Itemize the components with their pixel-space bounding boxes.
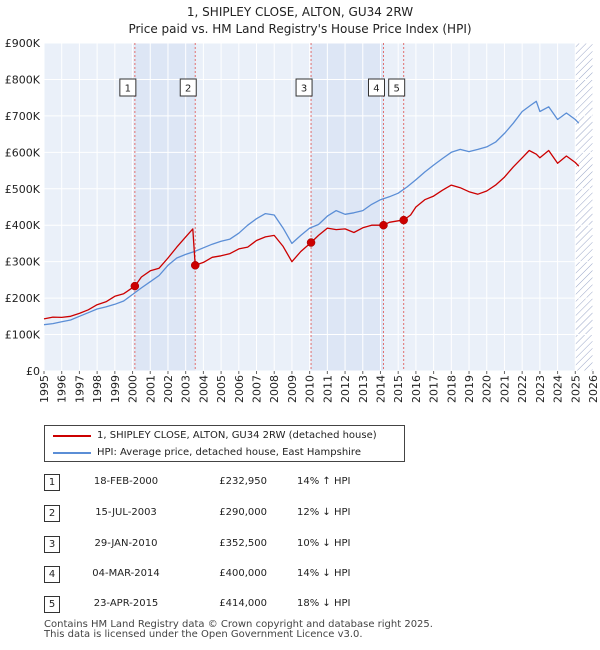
x-tick-label: 2018: [445, 375, 458, 403]
sale-label-text: 4: [373, 84, 379, 95]
x-tick-label: 2026: [587, 375, 600, 403]
table-row: 1 18-FEB-2000 £232,950 14% ↑ HPI: [42, 472, 442, 492]
x-tick-label: 2007: [251, 375, 264, 403]
x-tick-label: 2012: [339, 375, 352, 403]
legend-label-property: 1, SHIPLEY CLOSE, ALTON, GU34 2RW (detac…: [97, 430, 377, 441]
footer-licence: This data is licensed under the Open Gov…: [44, 629, 363, 640]
x-tick-label: 2008: [268, 375, 281, 403]
table-row: 5 23-APR-2015 £414,000 18% ↓ HPI: [42, 594, 442, 614]
sale-date: 29-JAN-2010: [94, 538, 158, 549]
sale-hpi-diff: 14% ↓ HPI: [297, 568, 351, 579]
sale-label-box: [119, 78, 137, 97]
table-row: 4 04-MAR-2014 £400,000 14% ↓ HPI: [42, 564, 442, 584]
y-tick-label: £200K: [5, 292, 41, 305]
sale-number-badge: 4: [44, 566, 60, 583]
sale-label-text: 2: [185, 84, 191, 95]
x-tick-label: 2016: [410, 375, 423, 403]
sale-label-box: [388, 78, 406, 97]
y-tick-label: £0: [26, 365, 40, 378]
sale-hpi-diff: 12% ↓ HPI: [297, 507, 351, 518]
footer-copyright: Contains HM Land Registry data © Crown c…: [44, 619, 433, 630]
table-row: 3 29-JAN-2010 £352,500 10% ↓ HPI: [42, 534, 442, 554]
sale-hpi-diff: 18% ↓ HPI: [297, 598, 351, 609]
sale-number-badge: 2: [44, 505, 60, 522]
legend-swatch-hpi: [53, 452, 91, 454]
footer-attribution: Contains HM Land Registry data © Crown c…: [44, 620, 433, 640]
y-tick-label: £400K: [5, 219, 41, 232]
sale-point: [190, 261, 200, 270]
x-tick-label: 2015: [392, 375, 405, 403]
sale-label-box: [179, 78, 197, 97]
x-tick-label: 2006: [233, 375, 246, 403]
ownership-band: [134, 43, 196, 371]
sale-label-box: [295, 78, 313, 97]
sale-price: £352,500: [219, 538, 267, 549]
chart-legend: 1, SHIPLEY CLOSE, ALTON, GU34 2RW (detac…: [44, 425, 405, 462]
sale-date: 15-JUL-2003: [95, 507, 157, 518]
sale-hpi-diff: 10% ↓ HPI: [297, 538, 351, 549]
sale-number-badge: 3: [44, 536, 60, 553]
x-tick-label: 2019: [463, 375, 476, 403]
x-tick-label: 2002: [162, 375, 175, 403]
legend-label-hpi: HPI: Average price, detached house, East…: [97, 447, 361, 458]
y-tick-label: £900K: [5, 37, 41, 50]
sale-label-text: 5: [393, 84, 399, 95]
x-tick-label: 2003: [180, 375, 193, 403]
sale-price: £290,000: [219, 507, 267, 518]
sale-point: [130, 281, 140, 291]
sale-point: [306, 238, 316, 247]
y-tick-label: £500K: [5, 183, 41, 196]
x-tick-label: 2023: [534, 375, 547, 403]
x-tick-label: 1998: [91, 375, 104, 403]
sale-label-text: 1: [125, 84, 131, 95]
sale-label-box: [367, 78, 385, 97]
x-tick-label: 2009: [286, 375, 299, 403]
x-tick-label: 1999: [109, 375, 122, 403]
chart-subtitle: Price paid vs. HM Land Registry's House …: [128, 22, 471, 36]
x-tick-label: 2010: [304, 375, 317, 403]
sale-price: £400,000: [219, 568, 267, 579]
x-tick-label: 2022: [516, 375, 529, 403]
x-tick-label: 1995: [38, 375, 51, 403]
x-tick-label: 2024: [552, 375, 565, 403]
series-line-property: [43, 149, 580, 320]
sale-date: 23-APR-2015: [93, 598, 159, 609]
x-tick-label: 2025: [569, 375, 582, 403]
x-tick-label: 2020: [481, 375, 494, 403]
sale-hpi-diff: 14% ↑ HPI: [297, 476, 351, 487]
x-tick-label: 2000: [127, 375, 140, 403]
x-tick-label: 2005: [215, 375, 228, 403]
ownership-band: [311, 43, 384, 371]
sale-number-badge: 5: [44, 596, 60, 613]
sale-date: 18-FEB-2000: [93, 476, 159, 487]
sale-price: £232,950: [219, 476, 267, 487]
y-tick-label: £100K: [5, 329, 41, 342]
chart-title: 1, SHIPLEY CLOSE, ALTON, GU34 2RW: [187, 5, 413, 19]
table-row: 2 15-JUL-2003 £290,000 12% ↓ HPI: [42, 503, 442, 523]
x-tick-label: 2014: [374, 375, 387, 403]
price-chart: 1, SHIPLEY CLOSE, ALTON, GU34 2RW Price …: [5, 5, 600, 403]
sale-date: 04-MAR-2014: [92, 568, 160, 579]
sale-point: [379, 220, 388, 230]
y-tick-label: £800K: [5, 73, 41, 86]
x-tick-label: 2001: [144, 375, 157, 403]
sale-number-badge: 1: [44, 474, 60, 491]
future-band-hatch: [575, 43, 593, 371]
sale-point: [399, 215, 408, 225]
x-tick-label: 1997: [73, 375, 86, 403]
sale-price: £414,000: [219, 598, 267, 609]
series-line-hpi: [43, 100, 580, 326]
y-tick-label: £600K: [5, 146, 41, 159]
y-tick-label: £700K: [5, 110, 41, 123]
x-tick-label: 2004: [197, 375, 210, 403]
sale-label-text: 3: [301, 84, 307, 95]
x-tick-label: 2017: [428, 375, 441, 403]
x-tick-label: 2013: [357, 375, 370, 403]
x-tick-label: 1996: [56, 375, 69, 403]
x-tick-label: 2021: [498, 375, 511, 403]
legend-swatch-property: [53, 435, 91, 437]
y-tick-label: £300K: [5, 256, 41, 269]
x-tick-label: 2011: [321, 375, 334, 403]
